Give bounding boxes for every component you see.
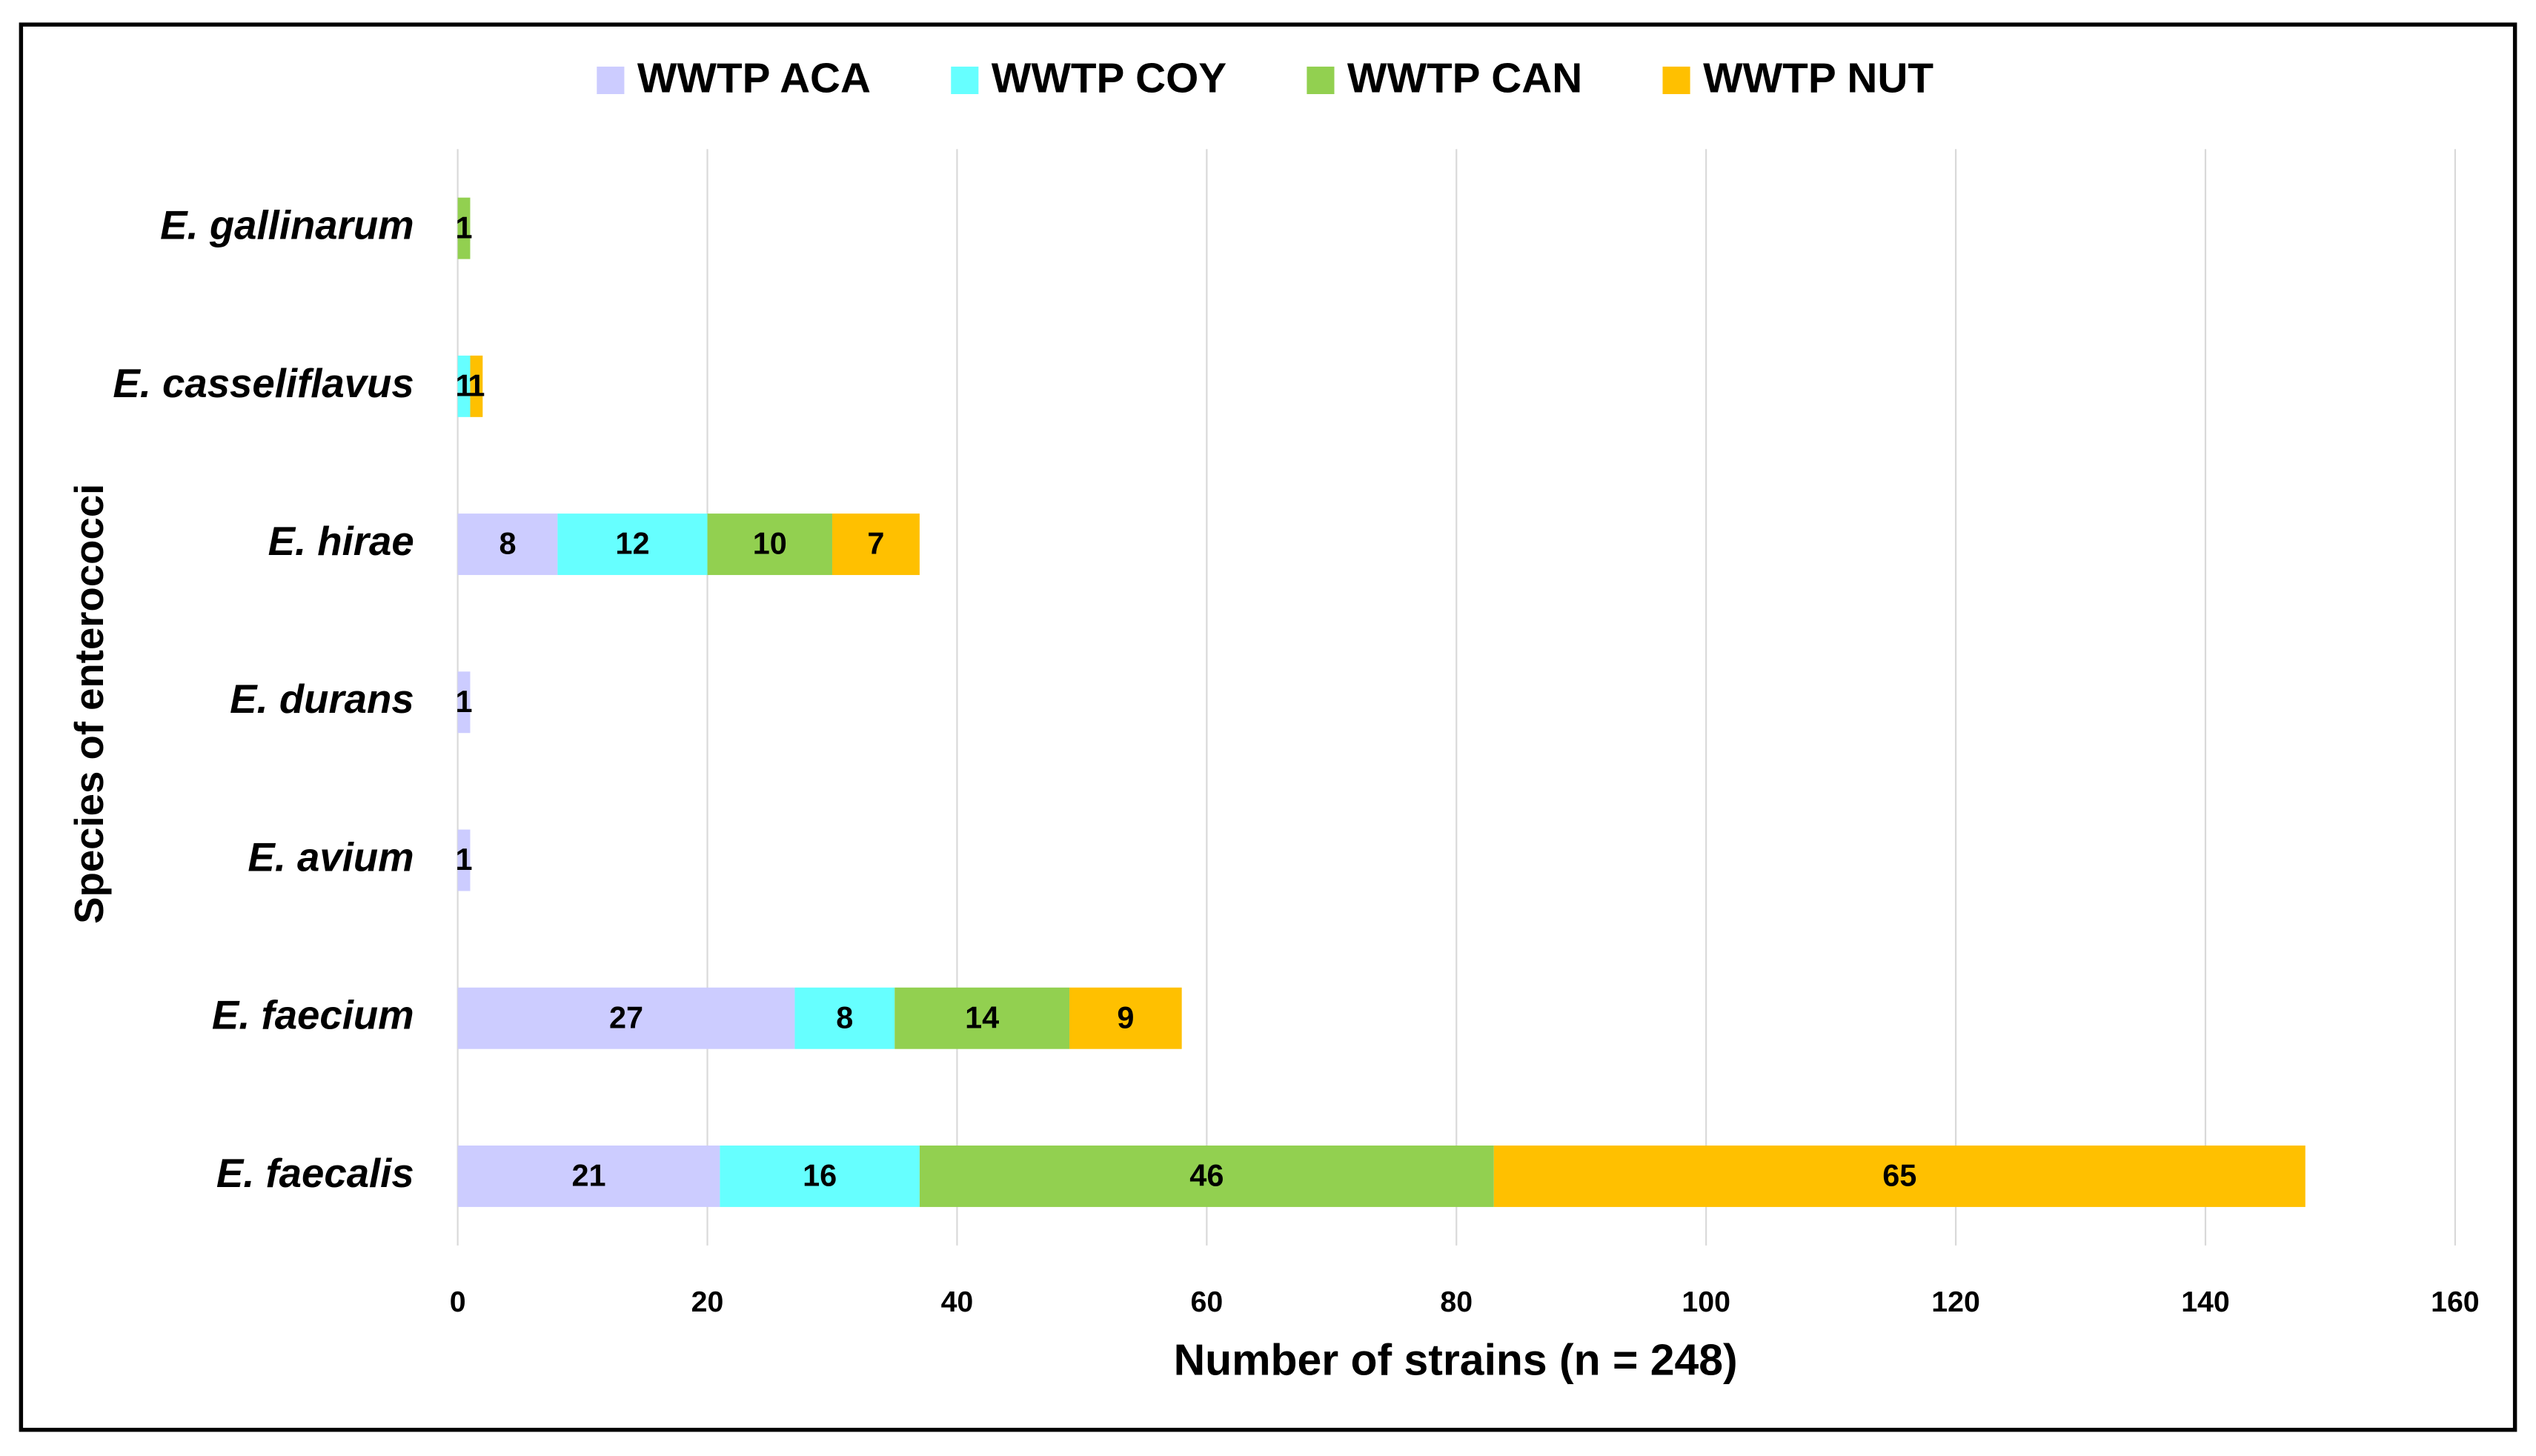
bar-segment [1493, 1145, 2306, 1207]
data-label: 9 [1117, 1000, 1134, 1034]
data-label: 1 [468, 368, 485, 402]
x-tick-label: 40 [941, 1286, 974, 1318]
data-label: 21 [571, 1158, 605, 1193]
bar-segment [457, 197, 471, 259]
legend-swatch [1662, 66, 1690, 94]
y-tick-label: E. casseliflavus [113, 361, 414, 406]
bar-segment [470, 355, 483, 417]
bar-segment [457, 1145, 720, 1207]
data-label: 46 [1189, 1158, 1224, 1193]
legend-swatch [1307, 66, 1335, 94]
y-tick-label: E. avium [248, 834, 414, 880]
legend-label: WWTP CAN [1347, 56, 1582, 102]
y-tick-label: E. faecium [212, 993, 414, 1038]
x-tick-label: 80 [1440, 1286, 1473, 1318]
data-label: 12 [615, 526, 649, 561]
x-axis-label: Number of strains (n = 248) [1174, 1337, 1738, 1385]
y-tick-label: E. faecalis [216, 1151, 414, 1196]
y-axis-label: Species of enterococci [67, 484, 112, 924]
y-tick-label: E. hirae [268, 519, 414, 564]
bar-segment [831, 513, 920, 576]
data-label: 8 [499, 526, 516, 561]
y-tick-label: E. gallinarum [160, 203, 414, 248]
x-tick-label: 100 [1682, 1286, 1730, 1318]
bar-segment [457, 987, 795, 1049]
legend-label: WWTP NUT [1703, 56, 1933, 102]
bar-segment [457, 671, 471, 734]
bar-segment [457, 355, 471, 417]
data-label: 1 [456, 842, 473, 877]
data-label: 8 [836, 1000, 853, 1034]
data-label: 16 [803, 1158, 837, 1193]
bar-segment [557, 513, 708, 576]
legend-swatch [597, 66, 625, 94]
bar-segment [919, 1145, 1494, 1207]
legend-swatch [951, 66, 979, 94]
x-tick-label: 120 [1931, 1286, 1980, 1318]
bar-segment [707, 513, 832, 576]
data-label: 7 [867, 526, 884, 561]
data-label: 10 [753, 526, 787, 561]
bar-segment [720, 1145, 920, 1207]
data-label: 1 [456, 368, 473, 402]
bar-segment [794, 987, 895, 1049]
y-tick-label: E. durans [230, 677, 414, 722]
bar-segment [894, 987, 1070, 1049]
data-label: 1 [456, 210, 473, 245]
data-label: 27 [609, 1000, 643, 1034]
x-tick-label: 20 [691, 1286, 724, 1318]
bar-segment [457, 829, 471, 891]
x-tick-label: 160 [2431, 1286, 2480, 1318]
x-tick-label: 140 [2181, 1286, 2230, 1318]
bar-segment [457, 513, 558, 576]
x-tick-label: 0 [450, 1286, 466, 1318]
data-label: 1 [456, 684, 473, 719]
bar-segment [1069, 987, 1182, 1049]
x-tick-label: 60 [1190, 1286, 1223, 1318]
legend-label: WWTP ACA [637, 56, 871, 102]
legend-label: WWTP COY [992, 56, 1226, 102]
data-label: 14 [965, 1000, 999, 1034]
data-label: 65 [1882, 1158, 1916, 1193]
